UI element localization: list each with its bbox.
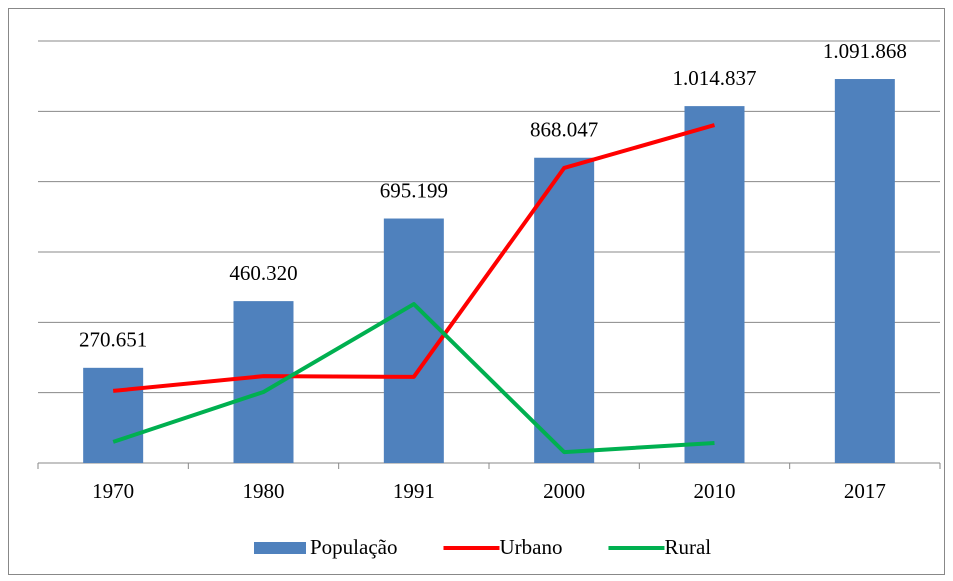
x-tick-label: 2010 bbox=[694, 479, 736, 503]
line bbox=[112, 302, 715, 455]
bar bbox=[684, 106, 745, 463]
legend-label: Rural bbox=[664, 535, 711, 559]
data-label: 270.651 bbox=[79, 328, 147, 352]
bar bbox=[534, 157, 595, 463]
bar bbox=[83, 367, 144, 463]
legend-label: População bbox=[310, 535, 397, 559]
x-tick-label: 1970 bbox=[92, 479, 134, 503]
x-tick-label: 2017 bbox=[844, 479, 886, 503]
legend-swatch bbox=[254, 542, 306, 554]
data-label: 695.199 bbox=[380, 178, 448, 202]
data-label: 1.014.837 bbox=[673, 66, 757, 90]
bar bbox=[383, 218, 444, 463]
legend-label: Urbano bbox=[499, 535, 562, 559]
data-label: 868.047 bbox=[530, 118, 598, 142]
bar bbox=[834, 79, 895, 463]
x-tick-label: 2000 bbox=[543, 479, 585, 503]
x-tick-label: 1991 bbox=[393, 479, 435, 503]
x-tick-label: 1980 bbox=[243, 479, 285, 503]
bar bbox=[233, 301, 294, 463]
line bbox=[112, 123, 716, 393]
data-label: 460.320 bbox=[229, 261, 297, 285]
data-label: 1.091.868 bbox=[823, 39, 907, 63]
